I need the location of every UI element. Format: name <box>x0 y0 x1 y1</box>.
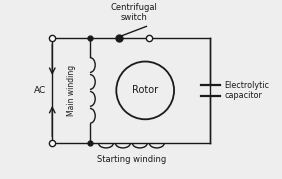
Text: Centrifugal
switch: Centrifugal switch <box>111 3 157 22</box>
Text: AC: AC <box>34 86 46 95</box>
Text: Starting winding: Starting winding <box>97 155 166 164</box>
Text: Main winding: Main winding <box>67 65 76 116</box>
Text: Rotor: Rotor <box>132 85 158 95</box>
Text: Electrolytic
capacitor: Electrolytic capacitor <box>224 81 269 100</box>
